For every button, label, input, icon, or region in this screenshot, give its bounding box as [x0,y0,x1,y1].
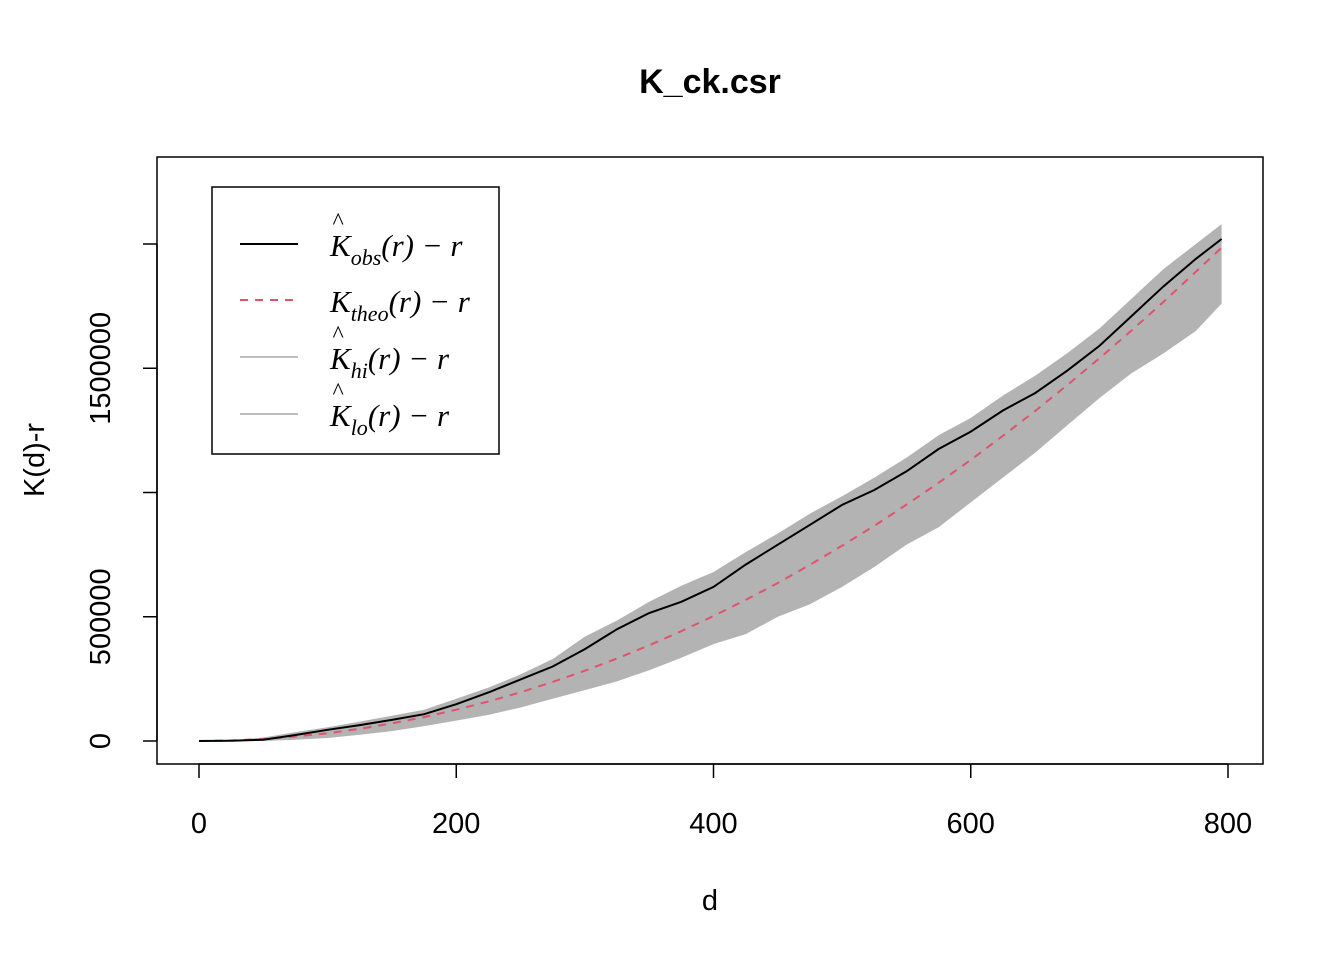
legend-hat-hi: ^ [332,322,344,348]
y-axis: 0 500000 1500000 [85,243,158,749]
envelope-band [199,224,1222,742]
envelope-layer [199,224,1222,742]
legend-hat-obs: ^ [332,209,344,235]
series-theo-line [198,246,1223,742]
legend-label-hi: Khi(r) − r [329,341,450,383]
legend-label-lo: Klo(r) − r [329,398,450,440]
x-tick-label: 600 [947,808,995,840]
x-tick-label: 200 [432,808,480,840]
x-axis-label: d [702,885,718,917]
y-axis-label: K(d)-r [19,423,51,497]
x-tick-label: 400 [689,808,737,840]
x-tick-label: 0 [191,808,207,840]
x-tick-label: 800 [1204,808,1252,840]
y-tick-label: 0 [85,733,117,749]
series-obs-line [198,238,1223,742]
x-axis: 0 200 400 600 800 [191,763,1252,840]
series-layer [198,238,1223,742]
chart-title: K_ck.csr [639,63,781,101]
y-tick-label: 500000 [85,568,117,665]
legend-label-theo: Ktheo(r) − r [329,284,471,326]
legend-label-obs: Kobs(r) − r [329,228,463,270]
legend-box [211,186,500,455]
legend-hat-lo: ^ [332,379,344,405]
y-tick-label: 1500000 [85,312,117,425]
